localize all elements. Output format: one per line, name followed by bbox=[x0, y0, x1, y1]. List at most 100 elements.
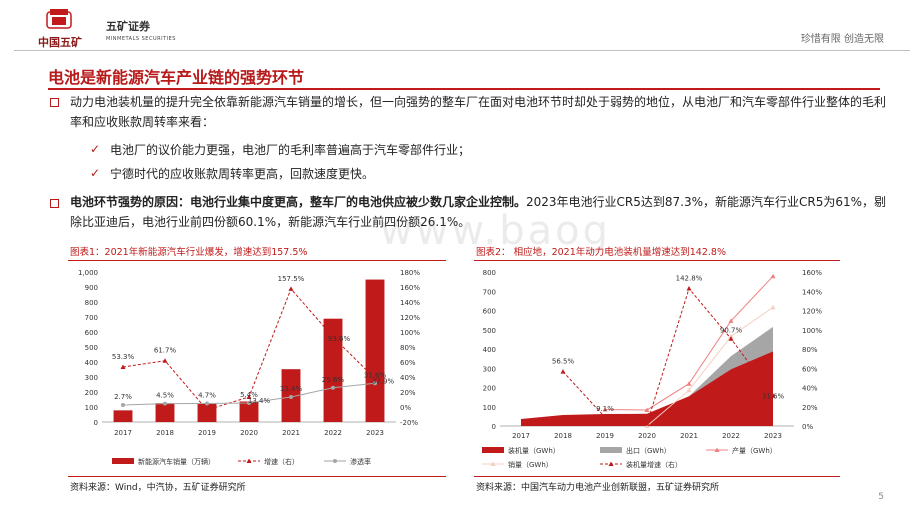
slogan: 珍惜有限 创造无限 bbox=[800, 34, 884, 45]
data-label: 25.6% bbox=[322, 376, 345, 384]
data-point bbox=[162, 358, 168, 363]
check-icon: ✓ bbox=[90, 142, 101, 156]
y2-tick-label: 80% bbox=[802, 346, 818, 354]
legend-marker bbox=[608, 461, 614, 466]
data-point bbox=[121, 402, 125, 407]
x-tick-label: 2023 bbox=[764, 432, 782, 440]
data-point bbox=[205, 401, 209, 406]
y-tick-label: 700 bbox=[483, 288, 496, 296]
data-label: 13.4% bbox=[280, 385, 303, 393]
data-label: 61.7% bbox=[154, 347, 177, 355]
y-tick-label: 500 bbox=[85, 344, 98, 352]
header-divider bbox=[14, 50, 910, 51]
data-point bbox=[728, 333, 734, 339]
data-label: 56.5% bbox=[552, 358, 575, 366]
y2-tick-label: 80% bbox=[400, 344, 416, 352]
data-point bbox=[686, 387, 692, 393]
y2-tick-label: 120% bbox=[802, 308, 822, 316]
legend-swatch bbox=[482, 447, 504, 453]
data-label: 13.4% bbox=[248, 397, 271, 405]
chart1-title: 图表1：2021年新能源汽车行业爆发，增速达到157.5% bbox=[70, 247, 308, 258]
legend-label: 新能源汽车销量（万辆） bbox=[138, 457, 215, 466]
y2-tick-label: 100% bbox=[400, 329, 420, 337]
y2-tick-label: 100% bbox=[802, 327, 822, 335]
data-point bbox=[602, 407, 608, 412]
bullet-paragraph-1: 动力电池装机量的提升完全依靠新能源汽车销量的增长，但一向强势的整车厂在面对电池环… bbox=[70, 95, 887, 129]
chart2-area-line: 0 100 200 300 400 500 600 700 800 0% 20% 40% 60% 80% 1… bbox=[482, 269, 822, 469]
x-tick-label: 2018 bbox=[156, 429, 174, 437]
data-point bbox=[644, 407, 650, 412]
data-label: 93.6% bbox=[328, 335, 351, 343]
y2-tick-label: 160% bbox=[802, 269, 822, 277]
x-tick-label: 2017 bbox=[114, 429, 132, 437]
data-point bbox=[602, 414, 608, 420]
legend-marker bbox=[490, 461, 496, 466]
bullet-square-icon bbox=[50, 98, 59, 107]
x-tick-label: 2019 bbox=[198, 429, 216, 437]
y-tick-label: 400 bbox=[85, 359, 98, 367]
y2-tick-label: 0% bbox=[400, 404, 411, 412]
y-tick-label: 300 bbox=[85, 374, 98, 382]
bar bbox=[323, 318, 343, 422]
legend-label: 装机量（GWh） bbox=[508, 446, 560, 455]
chart1-title-underline bbox=[68, 260, 446, 261]
data-point bbox=[560, 369, 566, 374]
legend-marker bbox=[333, 459, 337, 463]
data-label: 90.7% bbox=[720, 327, 743, 335]
data-label: 37.9% bbox=[372, 378, 395, 386]
chart1-source: 资料来源：Wind，中汽协，五矿证券研究所 bbox=[70, 483, 246, 493]
data-point bbox=[247, 400, 251, 405]
chart1-bar-line: 0 100 200 300 400 500 600 700 800 900 1,000 -20% 0% 2… bbox=[78, 269, 420, 466]
chart1-bottom-line bbox=[68, 476, 446, 477]
y2-tick-label: 160% bbox=[400, 284, 420, 292]
data-label: 9.1% bbox=[596, 405, 614, 413]
y2-tick-label: 140% bbox=[400, 299, 420, 307]
data-point bbox=[770, 393, 776, 398]
data-label: 31.6% bbox=[364, 371, 387, 379]
y-tick-label: 500 bbox=[483, 327, 496, 335]
x-tick-label: 2021 bbox=[282, 429, 300, 437]
data-label: 157.5% bbox=[278, 275, 305, 283]
chart2-title: 图表2： 相应地，2021年动力电池装机量增速达到142.8% bbox=[476, 247, 726, 258]
series-line bbox=[646, 306, 774, 427]
y-tick-label: 600 bbox=[483, 308, 496, 316]
x-tick-label: 2019 bbox=[596, 432, 614, 440]
y2-tick-label: -20% bbox=[400, 419, 418, 427]
data-point bbox=[728, 336, 734, 341]
y2-tick-label: 60% bbox=[400, 359, 416, 367]
y2-tick-label: 60% bbox=[802, 365, 818, 373]
legend-marker bbox=[714, 447, 720, 452]
data-point bbox=[770, 304, 776, 310]
data-point bbox=[120, 364, 126, 370]
x-tick-label: 2022 bbox=[324, 429, 342, 437]
x-tick-label: 2021 bbox=[680, 432, 698, 440]
y-tick-label: 800 bbox=[85, 299, 98, 307]
data-label: 4.5% bbox=[156, 392, 174, 400]
data-label: 2.7% bbox=[114, 393, 132, 401]
y-tick-label: 800 bbox=[483, 269, 496, 277]
check-item-2: 宁德时代的应收账款周转率更高，回款速度更快。 bbox=[110, 167, 375, 181]
x-tick-label: 2017 bbox=[512, 432, 530, 440]
export-area bbox=[521, 326, 773, 420]
bar bbox=[365, 279, 385, 422]
bar bbox=[197, 403, 217, 422]
legend-label: 产量（GWh） bbox=[732, 446, 777, 455]
growth-line bbox=[562, 287, 774, 425]
y2-tick-label: 140% bbox=[802, 288, 822, 296]
company-logo: 中国五矿 五矿证券 MINMETALS SECURITIES bbox=[24, 8, 175, 49]
data-point bbox=[330, 334, 336, 339]
legend-label: 增速（右） bbox=[264, 457, 299, 466]
y-tick-label: 0 bbox=[492, 423, 496, 431]
y-tick-label: 600 bbox=[85, 329, 98, 337]
minmetals-logo-icon bbox=[46, 9, 72, 29]
data-point bbox=[289, 394, 293, 399]
chart2-bottom-line bbox=[474, 476, 840, 477]
y-tick-label: 100 bbox=[85, 404, 98, 412]
bullet-square-icon bbox=[50, 199, 59, 208]
y-tick-label: 200 bbox=[483, 385, 496, 393]
x-tick-label: 2022 bbox=[722, 432, 740, 440]
data-point bbox=[373, 381, 377, 386]
x-tick-label: 2020 bbox=[240, 429, 258, 437]
y2-tick-label: 20% bbox=[400, 389, 416, 397]
header-bar: 中国五矿 五矿证券 MINMETALS SECURITIES 珍惜有限 创造无限 bbox=[0, 0, 920, 52]
